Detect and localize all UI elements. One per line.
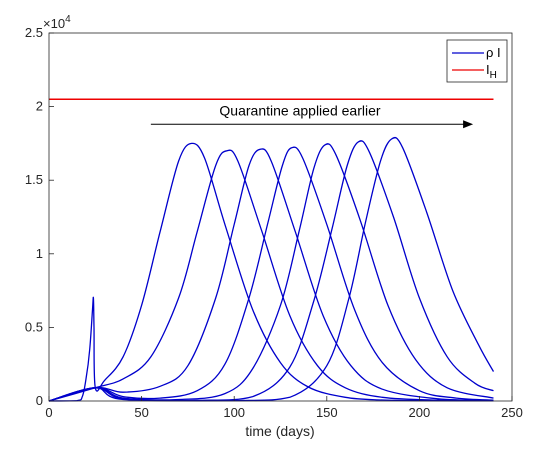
y-tick-label: 0.5: [25, 319, 43, 334]
y-exponent-base: ×10: [43, 16, 65, 31]
legend-label-rho-i-main: ρ I: [486, 45, 501, 60]
x-tick-label: 250: [501, 405, 523, 420]
x-tick-label: 100: [223, 405, 245, 420]
y-tick-label: 0: [36, 393, 43, 408]
plot-background: [49, 33, 512, 401]
annotation-arrow-head: [463, 120, 474, 129]
x-tick-label: 50: [134, 405, 148, 420]
y-ticks: 0 0.5 1 1.5 2 2.5: [25, 25, 54, 408]
x-tick-label: 0: [45, 405, 52, 420]
y-exponent-power: 4: [65, 14, 71, 25]
series-layer: [48, 136, 495, 402]
legend-box: [446, 39, 508, 83]
y-tick-label: 2.5: [25, 25, 43, 40]
plot-frame: [48, 32, 513, 402]
y-tick-label: 2: [36, 99, 43, 114]
y-tick-label: 1: [36, 246, 43, 261]
annotation: Quarantine applied earlier: [150, 102, 474, 129]
legend-label-i-h-main: I: [486, 62, 490, 77]
x-axis-label: time (days): [245, 423, 314, 439]
x-tick-label: 200: [409, 405, 431, 420]
legend-label-rho-i: ρ I: [486, 45, 501, 60]
y-tick-label: 1.5: [25, 172, 43, 187]
legend: ρ I IH: [446, 39, 508, 83]
x-tick-label: 150: [316, 405, 338, 420]
annotation-text: Quarantine applied earlier: [219, 102, 380, 118]
series-line-2: [48, 149, 494, 402]
legend-label-i-h: IH: [486, 62, 497, 81]
y-exponent-label: ×104: [43, 14, 71, 31]
series-line-7: [48, 136, 495, 402]
series-line-4: [48, 146, 494, 402]
series-line-3: [48, 148, 494, 402]
legend-label-i-h-sub: H: [490, 70, 497, 81]
x-ticks: 0 50 100 150 200 250: [45, 396, 523, 420]
